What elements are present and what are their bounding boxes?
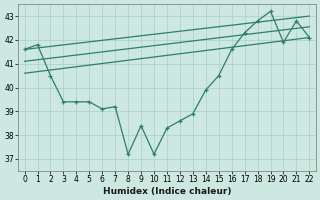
X-axis label: Humidex (Indice chaleur): Humidex (Indice chaleur) xyxy=(103,187,231,196)
